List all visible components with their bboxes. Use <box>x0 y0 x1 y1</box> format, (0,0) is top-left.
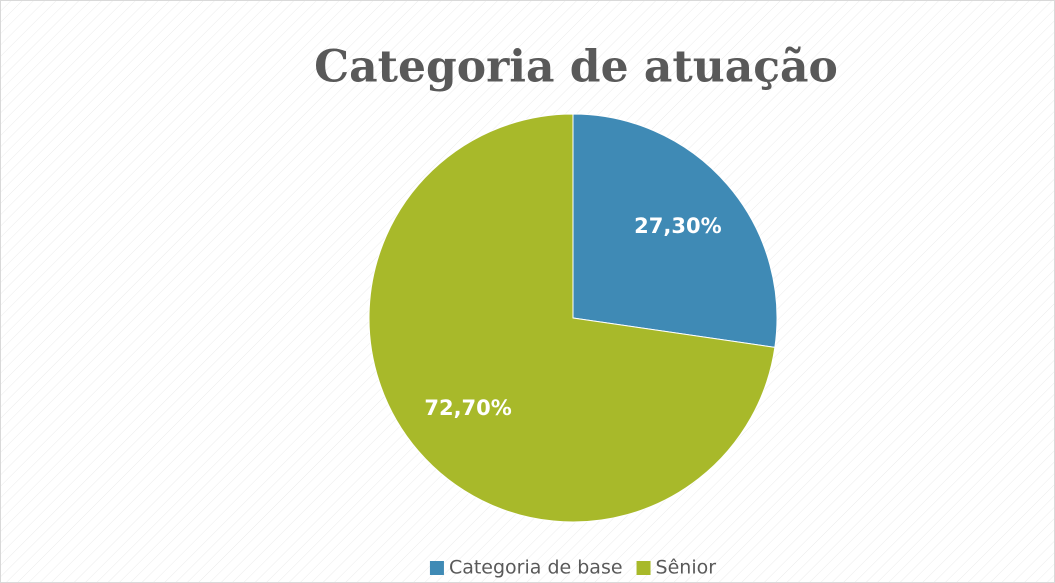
legend-swatch <box>636 561 651 575</box>
pie-slice <box>572 113 778 348</box>
data-label: 27,30% <box>634 214 721 238</box>
chart-title: Categoria de atuação <box>314 42 838 93</box>
legend-swatch <box>429 561 444 575</box>
legend-label: Categoria de base <box>449 557 623 579</box>
legend: Categoria de base Sênior <box>429 557 717 579</box>
legend-label: Sênior <box>656 557 717 579</box>
pie-slice <box>368 113 776 523</box>
data-label: 72,70% <box>424 396 511 420</box>
plot: 27,30% 72,70% <box>368 113 778 523</box>
